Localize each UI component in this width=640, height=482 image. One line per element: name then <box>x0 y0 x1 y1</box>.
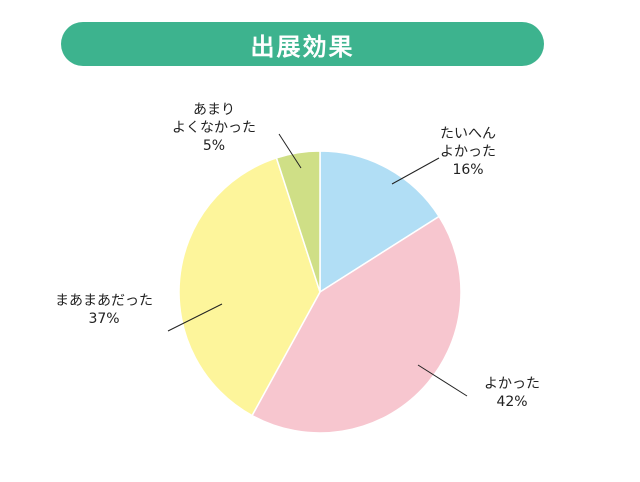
slice-labels: たいへんよかった 16% よかった 42% まあまあだった 37% あまりよくなかった 5% <box>55 102 540 410</box>
leader-line-3 <box>167 303 223 332</box>
slice-label-4: あまりよくなかった 5% <box>172 102 256 154</box>
slice-percent: 37% <box>88 311 119 327</box>
slice-label-3: まあまあだった 37% <box>55 293 153 327</box>
chart-title: 出展効果 <box>250 32 355 61</box>
slice-percent: 42% <box>496 394 527 410</box>
slice-label-2: よかった 42% <box>484 376 540 410</box>
pie-slice-1 <box>319 150 441 294</box>
slice-percent: 16% <box>452 162 483 178</box>
slice-label-line: よかった <box>440 144 496 160</box>
leader-line-1 <box>391 157 440 185</box>
slice-label-line: あまり <box>193 102 235 118</box>
slice-label-line: よかった <box>484 376 540 392</box>
pie-slices <box>178 150 462 434</box>
leader-line-4 <box>278 133 302 169</box>
title-bar: 出展効果 <box>61 22 544 66</box>
slice-label-line: まあまあだった <box>55 293 153 309</box>
slice-label-line: たいへん <box>440 126 496 142</box>
slice-label-line: よくなかった <box>172 120 256 136</box>
leader-lines <box>167 133 468 397</box>
pie-slice-3 <box>178 156 321 417</box>
slice-percent: 5% <box>203 138 225 154</box>
pie-slice-2 <box>251 215 462 434</box>
slice-label-1: たいへんよかった 16% <box>440 126 496 178</box>
leader-line-2 <box>417 364 468 397</box>
pie-slice-4 <box>275 150 321 293</box>
